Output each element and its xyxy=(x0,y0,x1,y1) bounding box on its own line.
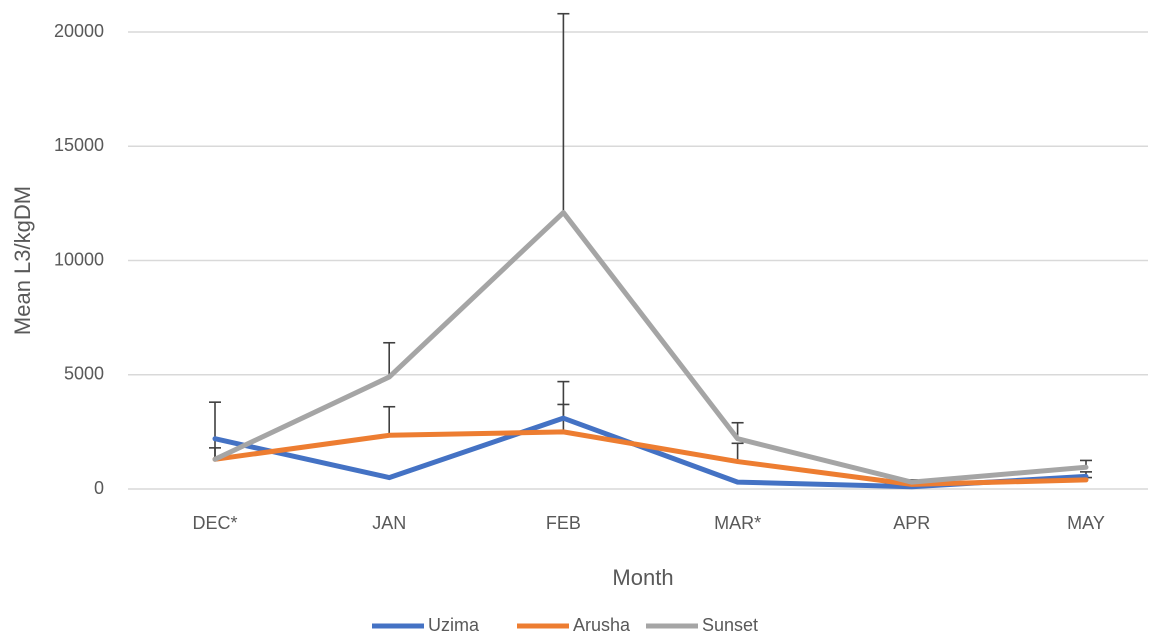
error-bars xyxy=(209,12,1092,485)
x-tick-label: DEC* xyxy=(192,513,237,533)
y-tick-label: 0 xyxy=(94,478,104,498)
x-axis-ticks: DEC* JAN FEB MAR* APR MAY xyxy=(192,513,1104,533)
series-lines xyxy=(212,210,1089,490)
legend-label-uzima: Uzima xyxy=(428,615,480,635)
x-tick-label: MAY xyxy=(1067,513,1105,533)
gridlines xyxy=(128,31,1148,490)
y-tick-label: 20000 xyxy=(54,21,104,41)
series-line-sunset xyxy=(212,210,1089,485)
y-axis-ticks: 0 5000 10000 15000 20000 xyxy=(54,21,104,498)
series-line-arusha xyxy=(212,429,1089,487)
y-tick-label: 5000 xyxy=(64,364,104,384)
legend-label-sunset: Sunset xyxy=(702,615,758,635)
x-tick-label: MAR* xyxy=(714,513,761,533)
x-tick-label: JAN xyxy=(372,513,406,533)
x-tick-label: FEB xyxy=(546,513,581,533)
legend-label-arusha: Arusha xyxy=(573,615,631,635)
x-tick-label: APR xyxy=(893,513,930,533)
y-axis-title: Mean L3/kgDM xyxy=(10,186,35,335)
legend: Uzima Arusha Sunset xyxy=(372,615,758,635)
y-tick-label: 15000 xyxy=(54,135,104,155)
x-axis-title: Month xyxy=(612,565,673,590)
y-tick-label: 10000 xyxy=(54,249,104,269)
